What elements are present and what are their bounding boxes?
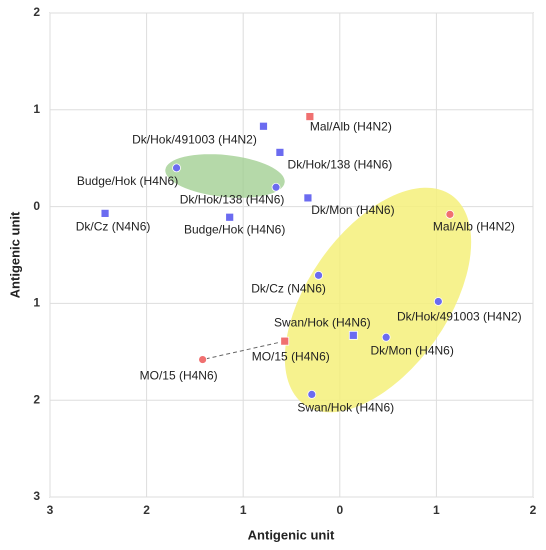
point-square: [348, 330, 358, 340]
point-label: Dk/Hok/491003 (H4N2): [397, 310, 522, 324]
point-label: Dk/Hok/138 (H4N6): [180, 192, 285, 206]
y-axis-title: Antigenic unit: [7, 211, 22, 298]
cluster-ellipse: [284, 187, 472, 413]
point-circle: [433, 297, 443, 306]
x-tick-label: 1: [240, 503, 247, 517]
x-tick-label: 2: [530, 503, 537, 517]
point-square: [303, 193, 313, 203]
x-tick-label: 2: [143, 503, 150, 517]
y-tick-label: 1: [33, 102, 40, 116]
point-label: Dk/Cz (N4N6): [251, 281, 326, 295]
point-circle: [307, 389, 317, 399]
point-label: Mal/Alb (H4N2): [310, 120, 392, 134]
x-tick-label: 0: [336, 503, 343, 517]
point-label: Dk/Cz (N4N6): [76, 220, 151, 234]
point-square: [100, 208, 110, 218]
point-label: MO/15 (H4N6): [140, 369, 218, 383]
y-tick-label: 3: [33, 489, 40, 503]
link-line: [202, 340, 285, 361]
x-tick-label: 1: [433, 503, 440, 517]
point-circle: [271, 182, 281, 192]
point-circle: [314, 270, 323, 280]
point-circle: [445, 209, 455, 219]
point-circle: [198, 355, 208, 364]
point-label: MO/15 (H4N6): [252, 349, 330, 363]
y-tick-label: 2: [33, 392, 40, 406]
point-label: Budge/Hok (H4N6): [184, 222, 285, 236]
x-axis-title: Antigenic unit: [248, 527, 335, 542]
point-label: Dk/Mon (H4N6): [311, 203, 394, 217]
point-label: Mal/Alb (H4N2): [433, 220, 515, 234]
y-tick-label: 0: [33, 199, 40, 213]
point-label: Budge/Hok (H4N6): [77, 174, 178, 188]
y-tick-label: 2: [33, 5, 40, 19]
point-square: [280, 336, 290, 346]
point-circle: [381, 332, 391, 342]
point-square: [259, 121, 268, 131]
grid: [49, 12, 534, 498]
point-label: Dk/Hok/491003 (H4N2): [132, 132, 257, 146]
point-circle: [172, 163, 181, 173]
point-square: [225, 212, 235, 222]
point-label: Dk/Mon (H4N6): [370, 343, 453, 357]
point-label: Swan/Hok (H4N6): [297, 401, 394, 415]
point-label: Swan/Hok (H4N6): [274, 316, 371, 330]
point-label: Dk/Hok/138 (H4N6): [288, 158, 393, 172]
x-tick-label: 3: [47, 503, 54, 517]
y-tick-label: 1: [33, 296, 40, 310]
point-square: [305, 112, 315, 121]
point-square: [275, 147, 285, 157]
cluster-ellipse: [165, 154, 285, 198]
